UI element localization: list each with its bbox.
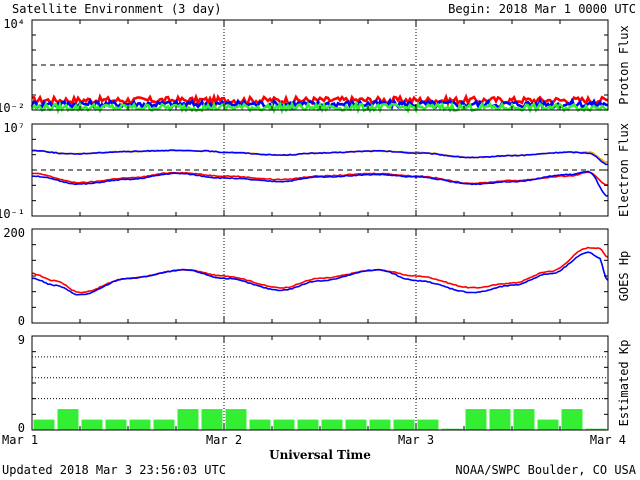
panel-1: 10⁴ 10⁻² Proton Flux (0, 17, 631, 115)
kp-bar (33, 419, 55, 430)
panel-3: 200 0 GOES Hp (3, 226, 631, 328)
y-axis-label: Electron Flux (617, 123, 631, 217)
x-tick-label: Mar 3 (398, 433, 434, 447)
panel-4: 9 0 Estimated Kp (18, 333, 631, 435)
updated-time: Updated 2018 Mar 3 23:56:03 UTC (2, 463, 226, 477)
kp-bar (585, 428, 607, 430)
kp-bar (417, 419, 439, 430)
kp-bar (345, 419, 367, 430)
kp-bar (465, 409, 487, 430)
y-tick-label: 10⁴ (3, 17, 25, 31)
series-line-blue (32, 170, 609, 197)
credit: NOAA/SWPC Boulder, CO USA (455, 463, 636, 477)
kp-bar (393, 419, 415, 430)
kp-bar (297, 419, 319, 430)
y-axis-label: Estimated Kp (617, 340, 631, 427)
panel-2: 10⁷ 10⁻¹ Electron Flux (0, 121, 631, 221)
series-line-red (31, 92, 609, 108)
kp-bar (81, 419, 103, 430)
y-tick-label: 200 (3, 226, 25, 240)
chart-title: Satellite Environment (3 day) (12, 2, 222, 16)
kp-bar (441, 428, 463, 430)
kp-bar (561, 409, 583, 430)
x-tick-label: Mar 1 (2, 433, 38, 447)
kp-bar (321, 419, 343, 430)
kp-bar (513, 409, 535, 430)
y-tick-label: 0 (18, 314, 25, 328)
y-axis-label: Proton Flux (617, 25, 631, 104)
kp-bar (201, 409, 223, 430)
kp-bar (537, 419, 559, 430)
kp-bar (249, 419, 271, 430)
y-tick-label: 10⁻¹ (0, 207, 25, 221)
kp-bar (105, 419, 127, 430)
panel-frame (31, 228, 609, 324)
kp-bar (129, 419, 151, 430)
kp-bar (225, 409, 247, 430)
begin-time: Begin: 2018 Mar 1 0000 UTC (448, 2, 636, 16)
y-tick-label: 0 (18, 421, 25, 435)
kp-bar (57, 409, 79, 430)
kp-bar (177, 409, 199, 430)
y-tick-label: 10⁻² (0, 101, 25, 115)
kp-bar (489, 409, 511, 430)
series-line-blue (31, 251, 609, 296)
x-axis-label: Universal Time (269, 448, 371, 462)
series-line-red (31, 171, 609, 186)
kp-bar (369, 419, 391, 430)
kp-bar (153, 419, 175, 430)
y-tick-label: 10⁷ (3, 121, 25, 135)
series-line-blue (31, 149, 609, 166)
kp-bar (273, 419, 295, 430)
x-tick-label: Mar 4 (590, 433, 626, 447)
series-line-red (31, 246, 609, 294)
y-axis-label: GOES Hp (617, 251, 631, 302)
x-tick-label: Mar 2 (206, 433, 242, 447)
y-tick-label: 9 (18, 333, 25, 347)
